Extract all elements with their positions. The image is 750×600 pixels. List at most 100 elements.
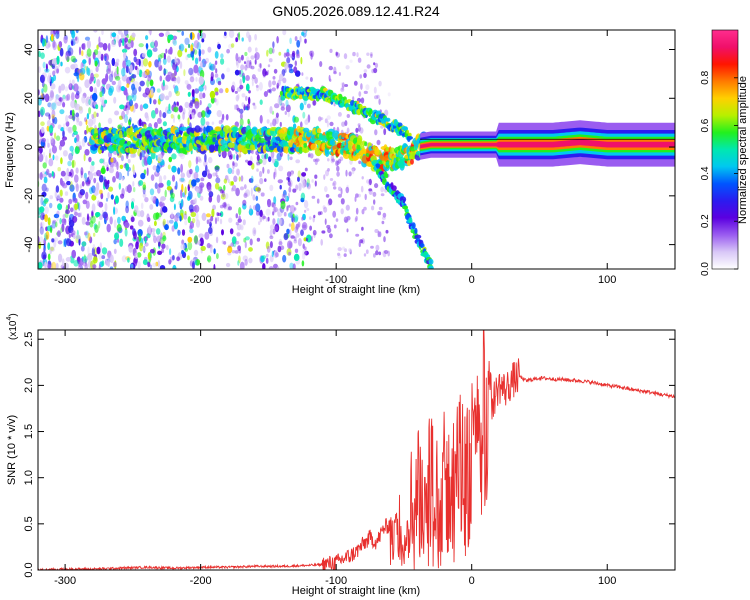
noise-dot (365, 249, 369, 254)
noise-dot (39, 236, 44, 245)
noise-dot (96, 79, 101, 88)
noise-dot (172, 84, 176, 89)
noise-dot (311, 179, 314, 183)
noise-dot (219, 188, 224, 194)
noise-dot (221, 149, 227, 159)
noise-dot (176, 76, 181, 84)
noise-dot (278, 73, 284, 82)
noise-dot (255, 210, 260, 216)
noise-dot (51, 238, 55, 243)
noise-dot (48, 148, 52, 157)
noise-dot (264, 153, 267, 160)
noise-dot (97, 50, 102, 60)
noise-dot (333, 71, 337, 75)
noise-dot (208, 195, 213, 203)
noise-dot (231, 250, 236, 254)
noise-dot (117, 124, 122, 130)
noise-dot (125, 205, 129, 214)
noise-dot (139, 80, 145, 87)
noise-dot (192, 172, 195, 181)
noise-dot (199, 195, 204, 201)
noise-dot (149, 248, 155, 254)
noise-dot (65, 51, 70, 61)
noise-dot (324, 186, 328, 193)
noise-dot (272, 76, 276, 80)
noise-dot (282, 77, 287, 84)
noise-dot (55, 155, 59, 161)
noise-dot (173, 221, 178, 230)
noise-dot (66, 238, 72, 247)
noise-dot (107, 179, 110, 185)
noise-dot (102, 211, 108, 219)
noise-dot (232, 161, 235, 166)
noise-dot (273, 171, 276, 180)
noise-dot (75, 112, 80, 118)
noise-dot (207, 169, 210, 177)
noise-dot (252, 205, 257, 211)
noise-dot (358, 160, 362, 165)
noise-dot (167, 164, 171, 170)
noise-dot (59, 197, 64, 203)
noise-dot (52, 70, 56, 77)
noise-dot (268, 156, 272, 163)
noise-dot (269, 122, 273, 127)
noise-dot (50, 138, 56, 147)
noise-dot (294, 207, 297, 211)
noise-dot (295, 232, 300, 238)
noise-speckles (38, 30, 392, 269)
noise-dot (378, 206, 383, 211)
noise-dot (253, 229, 256, 234)
noise-dot (107, 117, 113, 124)
noise-dot (156, 235, 162, 243)
noise-dot (75, 112, 80, 118)
noise-dot (310, 53, 313, 60)
noise-dot (220, 58, 225, 65)
noise-dot (59, 109, 65, 115)
noise-dot (177, 167, 181, 175)
noise-dot (344, 84, 349, 87)
noise-dot (230, 242, 234, 247)
noise-dot (162, 79, 165, 87)
carrier-blob (298, 146, 303, 154)
noise-dot (206, 242, 211, 249)
noise-dot (378, 251, 382, 256)
noise-dot (86, 213, 90, 222)
noise-dot (131, 201, 134, 210)
noise-dot (62, 123, 66, 131)
noise-dot (121, 67, 126, 77)
noise-dot (340, 198, 345, 205)
noise-dot (221, 113, 225, 121)
noise-dot (57, 124, 62, 130)
noise-dot (283, 52, 287, 58)
noise-dot (121, 110, 126, 120)
noise-dot (52, 219, 57, 224)
carrier-blob (212, 137, 216, 143)
snr-multiplier-exp: 4 (6, 317, 13, 321)
noise-dot (237, 168, 240, 177)
noise-dot (45, 231, 50, 240)
noise-dot (59, 189, 63, 197)
noise-dot (189, 76, 195, 83)
noise-dot (200, 61, 203, 68)
noise-dot (61, 258, 65, 267)
carrier-blob (223, 125, 231, 133)
noise-dot (71, 249, 76, 259)
noise-dot (61, 136, 68, 141)
noise-dot (71, 159, 76, 168)
noise-dot (294, 248, 299, 253)
noise-dot (43, 198, 48, 204)
noise-dot (187, 255, 190, 261)
noise-dot (51, 109, 56, 118)
noise-dot (201, 170, 208, 178)
noise-dot (189, 221, 194, 229)
noise-dot (363, 206, 367, 211)
colorbar: 0.0 0.2 0.4 0.6 0.8 Normalized spectral ampl… (700, 29, 749, 276)
noise-dot (366, 52, 370, 56)
noise-dot (38, 97, 42, 106)
noise-dot (174, 56, 177, 65)
noise-dot (345, 204, 350, 211)
noise-dot (188, 43, 191, 49)
noise-dot (149, 30, 152, 36)
noise-dot (378, 231, 382, 238)
noise-dot (163, 69, 168, 74)
